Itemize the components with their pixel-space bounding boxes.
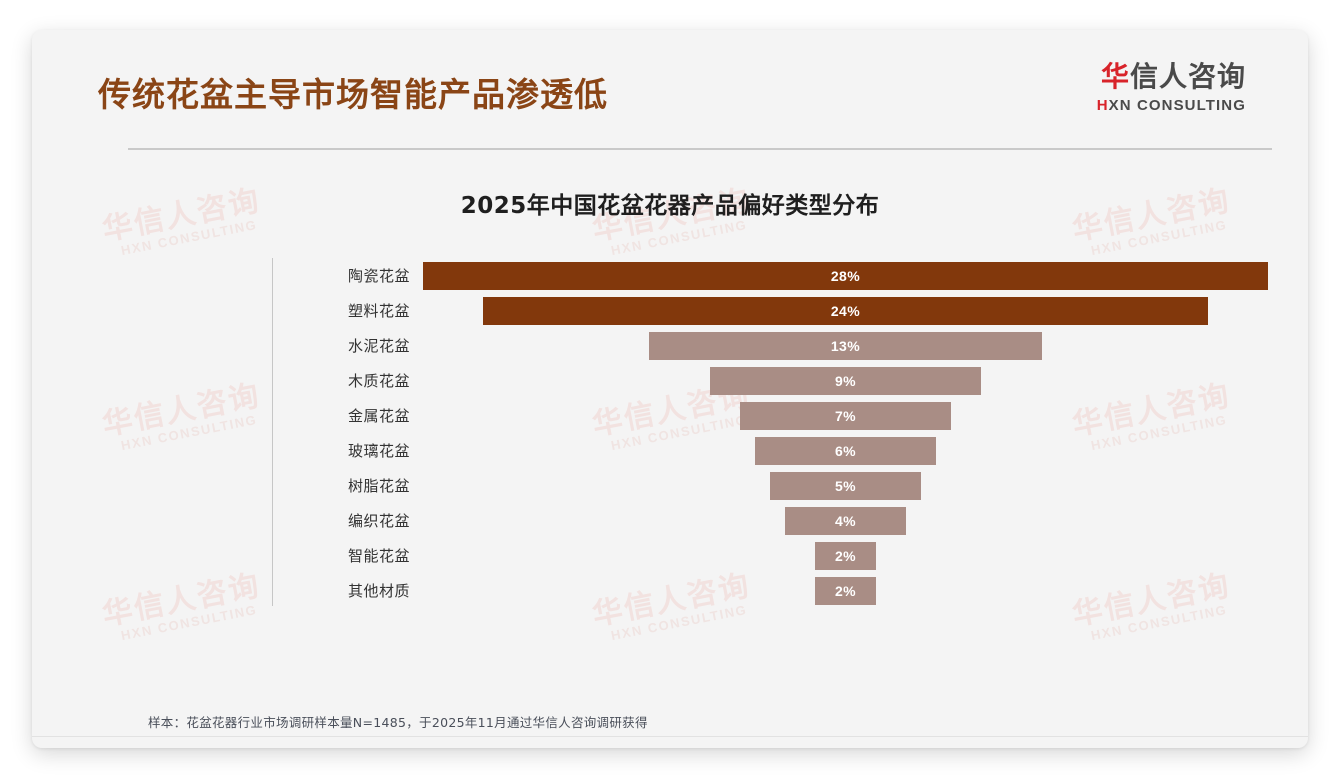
bar-row[interactable]: 树脂花盆 5% xyxy=(182,468,1308,503)
bar-track: 2% xyxy=(423,538,1308,573)
bar-value-label: 9% xyxy=(834,372,856,389)
bar-value-label: 24% xyxy=(830,302,861,319)
bar-fill[interactable]: 2% xyxy=(815,541,876,570)
page-title: 传统花盆主导市场智能产品渗透低 xyxy=(98,75,608,114)
chart-title: 2025年中国花盆花器产品偏好类型分布 xyxy=(460,193,880,219)
bar-track: 7% xyxy=(423,398,1308,433)
bar-fill[interactable]: 5% xyxy=(770,471,921,500)
brand-logo-cn-accent: 华 xyxy=(1100,60,1130,93)
source-note: 样本：花盆花器行业市场调研样本量N=1485，于2025年11月通过华信人咨询调… xyxy=(148,715,648,730)
brand-logo-cn: 华信人咨询 xyxy=(1097,63,1246,91)
bar-track: 5% xyxy=(423,468,1308,503)
bar-fill[interactable]: 4% xyxy=(785,506,906,535)
bar-category-label: 塑料花盆 xyxy=(347,302,410,320)
bar-value-label: 5% xyxy=(834,477,857,494)
bar-fill[interactable]: 13% xyxy=(649,331,1042,360)
bar-category-label: 玻璃花盆 xyxy=(347,442,410,460)
bar-row[interactable]: 陶瓷花盆 28% xyxy=(182,258,1308,293)
chart-area: 2025年中国花盆花器产品偏好类型分布 陶瓷花盆 28% 塑料花盆 24% 水泥花盆 13… xyxy=(32,160,1308,680)
bar-value-label: 7% xyxy=(834,407,857,424)
bar-fill[interactable]: 7% xyxy=(739,401,952,430)
bar-track: 2% xyxy=(423,573,1308,608)
bar-value-label: 2% xyxy=(834,582,856,599)
brand-logo-en-accent: H xyxy=(1096,97,1109,114)
bar-track: 28% xyxy=(423,258,1308,293)
bar-fill[interactable]: 6% xyxy=(754,436,937,465)
bar-fill[interactable]: 24% xyxy=(483,296,1208,325)
bar-row[interactable]: 塑料花盆 24% xyxy=(182,293,1308,328)
bar-fill[interactable]: 28% xyxy=(423,261,1268,290)
bar-category-label: 陶瓷花盆 xyxy=(347,267,410,285)
bar-row[interactable]: 编织花盆 4% xyxy=(182,503,1308,538)
bar-chart-plot: 陶瓷花盆 28% 塑料花盆 24% 水泥花盆 13% 木质花盆 9% 金属花盆 7% 玻璃花盆 6% 树… xyxy=(32,258,1308,608)
brand-logo: 华信人咨询 HXN CONSULTING xyxy=(1097,63,1246,114)
bar-row[interactable]: 金属花盆 7% xyxy=(182,398,1308,433)
bar-value-label: 28% xyxy=(830,267,861,284)
bar-category-label: 木质花盆 xyxy=(347,372,410,390)
bar-track: 9% xyxy=(423,363,1308,398)
slide-header: 传统花盆主导市场智能产品渗透低 华信人咨询 HXN CONSULTING xyxy=(32,30,1308,150)
bar-category-label: 金属花盆 xyxy=(347,407,410,425)
bar-row[interactable]: 智能花盆 2% xyxy=(182,538,1308,573)
bar-category-label: 树脂花盆 xyxy=(347,477,410,495)
bar-value-label: 13% xyxy=(830,337,861,354)
bar-track: 6% xyxy=(423,433,1308,468)
bar-category-label: 水泥花盆 xyxy=(347,337,410,355)
footer-divider xyxy=(32,736,1308,737)
bar-value-label: 4% xyxy=(834,512,857,529)
bar-fill[interactable]: 2% xyxy=(815,576,876,605)
slide-footer: ©2026.1 HXR华信人咨询 www.hxrcon.com xyxy=(32,737,1308,748)
bar-value-label: 6% xyxy=(834,442,856,459)
bar-track: 4% xyxy=(423,503,1308,538)
bar-row[interactable]: 水泥花盆 13% xyxy=(182,328,1308,363)
bar-track: 13% xyxy=(423,328,1308,363)
bar-row[interactable]: 其他材质 2% xyxy=(182,573,1308,608)
bar-track: 24% xyxy=(423,293,1308,328)
brand-logo-en: HXN CONSULTING xyxy=(1097,98,1246,113)
bar-fill[interactable]: 9% xyxy=(709,366,982,395)
brand-logo-cn-rest: 信人咨询 xyxy=(1129,60,1246,93)
slide-card: 华信人咨询 HXN CONSULTING 华信人咨询 HXN CONSULTING 华信… xyxy=(32,30,1308,748)
bar-category-label: 其他材质 xyxy=(347,582,410,600)
bar-category-label: 智能花盆 xyxy=(347,547,410,565)
header-divider xyxy=(128,148,1272,150)
bar-row[interactable]: 木质花盆 9% xyxy=(182,363,1308,398)
brand-logo-en-rest: XN CONSULTING xyxy=(1108,97,1246,114)
bar-category-label: 编织花盆 xyxy=(347,512,410,530)
category-axis-line xyxy=(272,258,273,606)
bar-value-label: 2% xyxy=(834,547,856,564)
bar-rows: 陶瓷花盆 28% 塑料花盆 24% 水泥花盆 13% 木质花盆 9% 金属花盆 7% 玻璃花盆 6% 树… xyxy=(182,258,1308,608)
bar-row[interactable]: 玻璃花盆 6% xyxy=(182,433,1308,468)
